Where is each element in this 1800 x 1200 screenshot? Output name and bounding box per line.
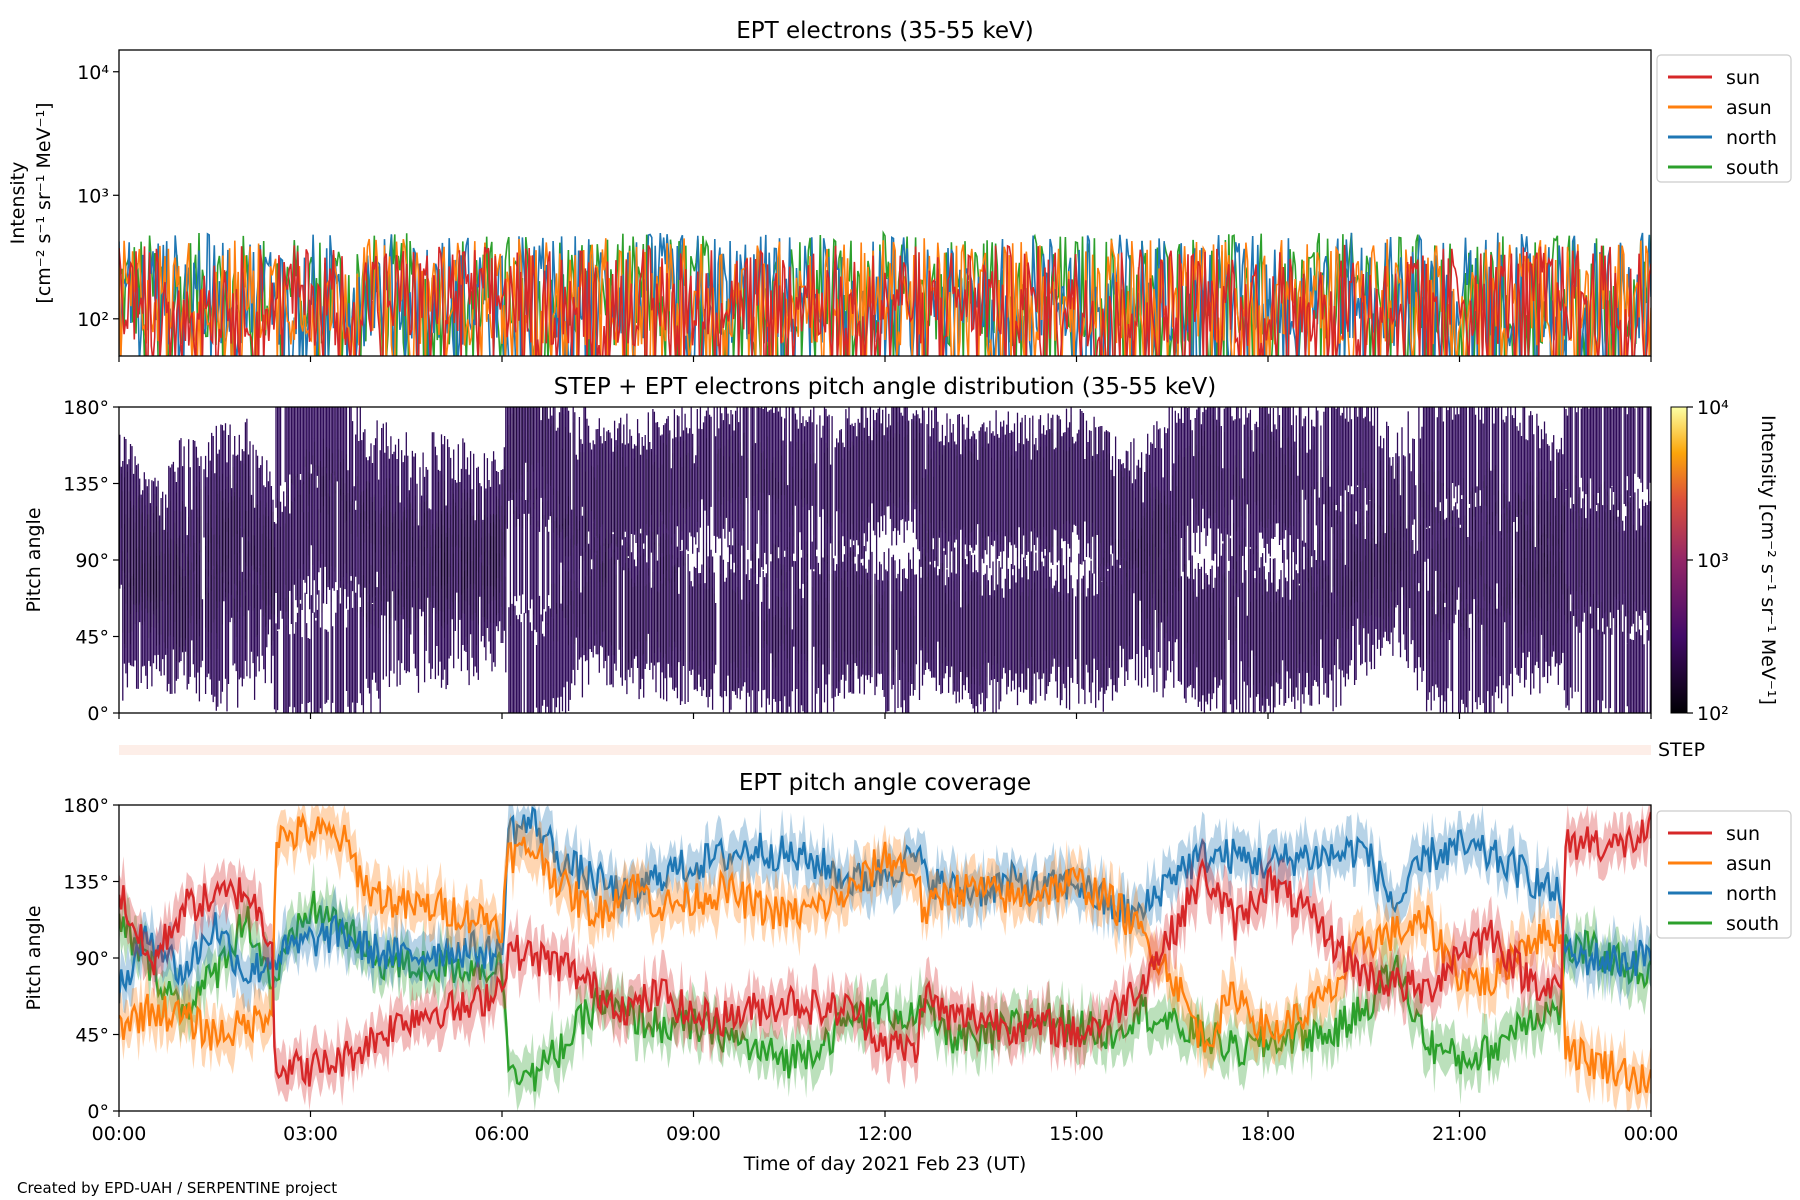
panel2-frame <box>118 406 1652 714</box>
panel1-ylabel-line2: [cm⁻² s⁻¹ sr⁻¹ MeV⁻¹] <box>33 102 55 303</box>
panel1-ytick-label: 10³ <box>77 185 109 207</box>
credit-text: Created by EPD-UAH / SERPENTINE project <box>17 1179 337 1197</box>
panel3-title: EPT pitch angle coverage <box>739 770 1031 796</box>
panel2-title: STEP + EPT electrons pitch angle distrib… <box>554 374 1216 400</box>
panel-intensity: EPT electrons (35-55 keV) 10² 10³ 10⁴ Inte… <box>7 18 1792 357</box>
xtick-label: 12:00 <box>858 1123 913 1145</box>
panel1-ylabel-line1: Intensity <box>7 162 29 245</box>
colorbar-tick-label: 10⁴ <box>1697 397 1729 419</box>
x-axis-ticks: 00:00 03:00 06:00 09:00 12:00 15:00 18:00 21:00… <box>92 356 1679 1145</box>
panel1-y-ticks: 10² 10³ 10⁴ <box>77 62 119 331</box>
step-label: STEP <box>1658 739 1705 761</box>
xtick-label: 18:00 <box>1241 1123 1296 1145</box>
band-asun <box>119 805 1651 1111</box>
colorbar-tick-label: 10³ <box>1697 550 1729 572</box>
panel1-ytick-label: 10² <box>77 309 109 331</box>
colorbar-ticks: 10² 10³ 10⁴ <box>1687 397 1729 725</box>
panel3-plot-area <box>119 805 1651 1111</box>
step-strip: STEP <box>119 739 1705 761</box>
panel3-legend: sun asun north south <box>1656 810 1792 939</box>
panel2-ytick-label: 90° <box>75 550 109 572</box>
coverage-line-sun <box>119 811 1651 1087</box>
legend-label-south: south <box>1726 913 1779 935</box>
colorbar-tick-label: 10² <box>1697 703 1729 725</box>
panel3-ytick-label: 0° <box>87 1101 109 1123</box>
panel2-heatmap <box>119 407 1651 713</box>
xtick-label: 15:00 <box>1049 1123 1104 1145</box>
coverage-line-asun <box>119 812 1651 1095</box>
panel1-ytick-label: 10⁴ <box>77 62 109 84</box>
panel-pitch-coverage: EPT pitch angle coverage 0° 45° 90° 135° 180… <box>23 770 1792 1123</box>
legend-label-sun: sun <box>1726 823 1760 845</box>
panel3-ytick-label: 45° <box>75 1025 109 1047</box>
legend-label-sun: sun <box>1726 67 1760 89</box>
xtick-label: 09:00 <box>666 1123 721 1145</box>
panel3-ytick-label: 90° <box>75 948 109 970</box>
panel3-ylabel: Pitch angle <box>23 905 45 1010</box>
panel1-legend: sun asun north south <box>1656 54 1792 183</box>
legend-label-north: north <box>1726 883 1777 905</box>
series-line-asun <box>119 238 1651 356</box>
panel3-ytick-label: 135° <box>63 872 109 894</box>
step-coverage-bar <box>119 745 1651 755</box>
legend-box <box>1656 810 1792 939</box>
legend-label-south: south <box>1726 157 1779 179</box>
panel3-y-ticks: 0° 45° 90° 135° 180° <box>63 795 119 1123</box>
legend-label-north: north <box>1726 127 1777 149</box>
coverage-line-north <box>119 806 1651 1004</box>
legend-label-asun: asun <box>1726 853 1772 875</box>
panel2-ylabel: Pitch angle <box>23 507 45 612</box>
panel-pitch-distribution: STEP + EPT electrons pitch angle distrib… <box>23 374 1779 725</box>
xtick-label: 00:00 <box>92 1123 147 1145</box>
colorbar <box>1670 406 1688 714</box>
panel1-title: EPT electrons (35-55 keV) <box>736 18 1033 44</box>
xtick-label: 03:00 <box>283 1123 338 1145</box>
panel2-ytick-label: 135° <box>63 474 109 496</box>
xtick-label: 06:00 <box>475 1123 530 1145</box>
x-axis-label: Time of day 2021 Feb 23 (UT) <box>743 1153 1027 1175</box>
series-line-sun <box>119 244 1651 356</box>
heatmap-fill <box>119 407 1651 713</box>
panel3-ytick-label: 180° <box>63 795 109 817</box>
series-line-south <box>119 230 1651 356</box>
panel2-ytick-label: 0° <box>87 703 109 725</box>
xtick-label: 00:00 <box>1624 1123 1679 1145</box>
panel2-y-ticks: 0° 45° 90° 135° 180° <box>63 397 119 725</box>
panel2-ytick-label: 45° <box>75 627 109 649</box>
heatmap-edges <box>119 407 1651 713</box>
band-north <box>119 805 1651 1030</box>
panel1-plot-area <box>119 230 1651 356</box>
colorbar-label: Intensity [cm⁻² s⁻¹ sr⁻¹ MeV⁻¹] <box>1757 415 1779 705</box>
coverage-line-south <box>119 890 1651 1092</box>
legend-label-asun: asun <box>1726 97 1772 119</box>
legend-box <box>1656 54 1792 183</box>
xtick-label: 21:00 <box>1432 1123 1487 1145</box>
panel2-ytick-label: 180° <box>63 397 109 419</box>
